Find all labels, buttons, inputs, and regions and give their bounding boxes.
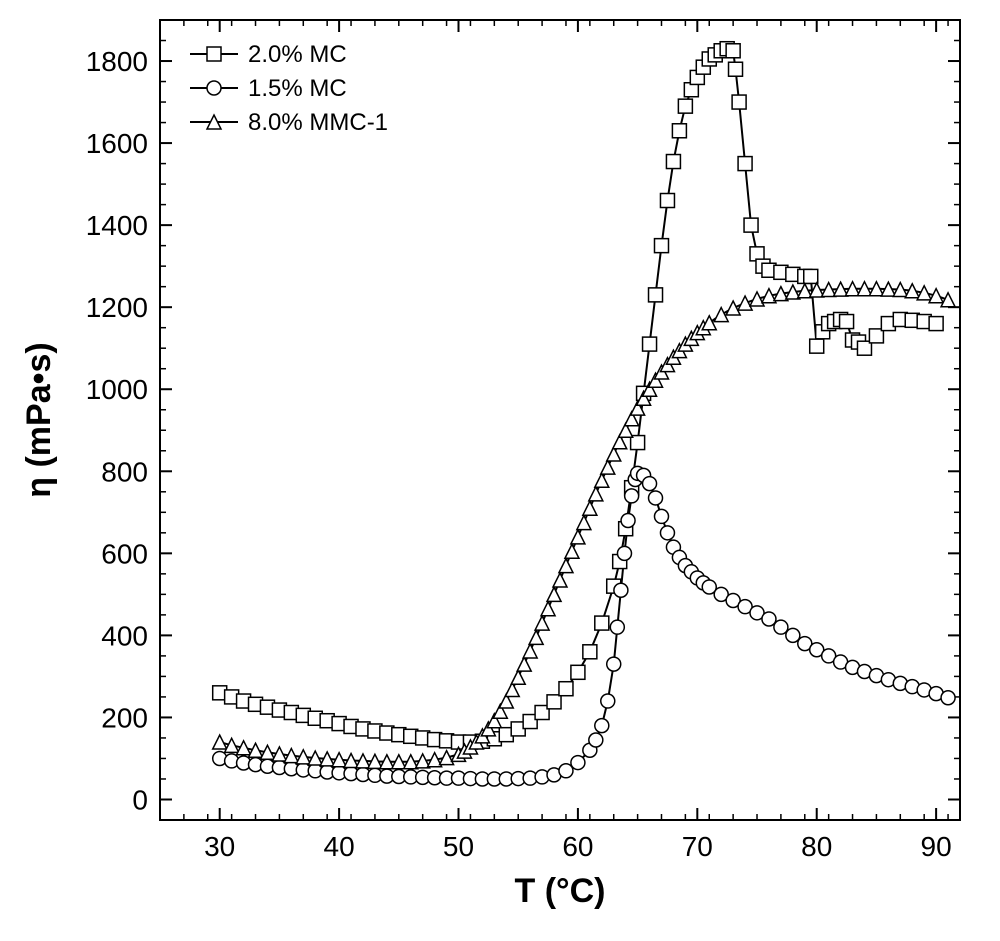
marker-circle: [559, 764, 573, 778]
series-line: [220, 49, 936, 742]
marker-square: [595, 616, 609, 630]
marker-circle: [614, 583, 628, 597]
xtick-label: 80: [801, 831, 832, 862]
marker-circle: [654, 509, 668, 523]
marker-triangle: [577, 516, 591, 530]
x-axis-label: T (°C): [514, 872, 605, 910]
marker-triangle: [583, 501, 597, 515]
marker-triangle: [523, 644, 537, 658]
xtick-label: 70: [682, 831, 713, 862]
marker-square: [571, 665, 585, 679]
marker-circle: [571, 756, 585, 770]
ytick-label: 800: [101, 456, 148, 487]
ytick-label: 1400: [86, 210, 148, 241]
marker-triangle: [941, 293, 955, 307]
ytick-label: 1000: [86, 374, 148, 405]
marker-triangle: [601, 460, 615, 474]
legend-label: 8.0% MMC-1: [248, 109, 388, 136]
marker-triangle: [541, 602, 555, 616]
chart-svg: 30 40 50 60 70 80 90 0 200 400 600 800 1000 1200 1400 1…: [0, 0, 1000, 941]
marker-circle: [643, 477, 657, 491]
marker-square: [804, 269, 818, 283]
ytick-label: 600: [101, 538, 148, 569]
marker-square: [583, 645, 597, 659]
marker-triangle: [559, 559, 573, 573]
y-axis-label: η (mPa•s): [20, 342, 58, 498]
marker-square: [744, 218, 758, 232]
marker-square: [547, 695, 561, 709]
marker-triangle: [547, 587, 561, 601]
marker-triangle: [571, 530, 585, 544]
marker-triangle: [213, 735, 227, 749]
chart-container: 30 40 50 60 70 80 90 0 200 400 600 800 1000 1200 1400 1…: [0, 0, 1000, 941]
marker-circle: [610, 620, 624, 634]
legend-label: 1.5% MC: [248, 75, 347, 102]
marker-square: [810, 339, 824, 353]
legend: 2.0% MC 1.5% MC 8.0% MMC-1: [190, 41, 388, 136]
marker-circle: [589, 733, 603, 747]
marker-square: [840, 315, 854, 329]
marker-circle: [774, 620, 788, 634]
ytick-label: 400: [101, 620, 148, 651]
marker-square: [559, 682, 573, 696]
marker-square: [929, 317, 943, 331]
ytick-label: 0: [132, 784, 148, 815]
marker-triangle: [553, 573, 567, 587]
marker-circle: [207, 81, 221, 95]
marker-triangle: [565, 544, 579, 558]
marker-square: [654, 239, 668, 253]
marker-square: [726, 44, 740, 58]
marker-triangle: [726, 301, 740, 315]
marker-circle: [601, 694, 615, 708]
marker-square: [738, 157, 752, 171]
xtick-label: 40: [324, 831, 355, 862]
marker-square: [678, 99, 692, 113]
xtick-label: 50: [443, 831, 474, 862]
xtick-label: 30: [204, 831, 235, 862]
marker-square: [660, 194, 674, 208]
marker-square: [207, 47, 221, 61]
marker-circle: [762, 612, 776, 626]
marker-circle: [617, 546, 631, 560]
marker-triangle: [517, 657, 531, 671]
marker-triangle: [929, 289, 943, 303]
marker-circle: [649, 491, 663, 505]
marker-square: [649, 288, 663, 302]
ytick-label: 1800: [86, 46, 148, 77]
xtick-label: 60: [562, 831, 593, 862]
marker-square: [666, 155, 680, 169]
marker-triangle: [511, 670, 525, 684]
ytick-label: 200: [101, 702, 148, 733]
marker-triangle: [535, 616, 549, 630]
marker-triangle: [738, 296, 752, 310]
ytick-label: 1200: [86, 292, 148, 323]
marker-circle: [660, 526, 674, 540]
marker-circle: [786, 628, 800, 642]
marker-triangle: [750, 292, 764, 306]
legend-label: 2.0% MC: [248, 41, 347, 68]
marker-circle: [621, 514, 635, 528]
marker-square: [643, 337, 657, 351]
marker-triangle: [589, 487, 603, 501]
marker-circle: [595, 719, 609, 733]
marker-circle: [625, 489, 639, 503]
ytick-label: 1600: [86, 128, 148, 159]
marker-triangle: [595, 473, 609, 487]
plot-group: [213, 42, 955, 786]
marker-circle: [607, 657, 621, 671]
marker-triangle: [529, 630, 543, 644]
xtick-label: 90: [921, 831, 952, 862]
marker-square: [729, 62, 743, 76]
marker-square: [672, 124, 686, 138]
marker-circle: [941, 691, 955, 705]
marker-square: [732, 95, 746, 109]
